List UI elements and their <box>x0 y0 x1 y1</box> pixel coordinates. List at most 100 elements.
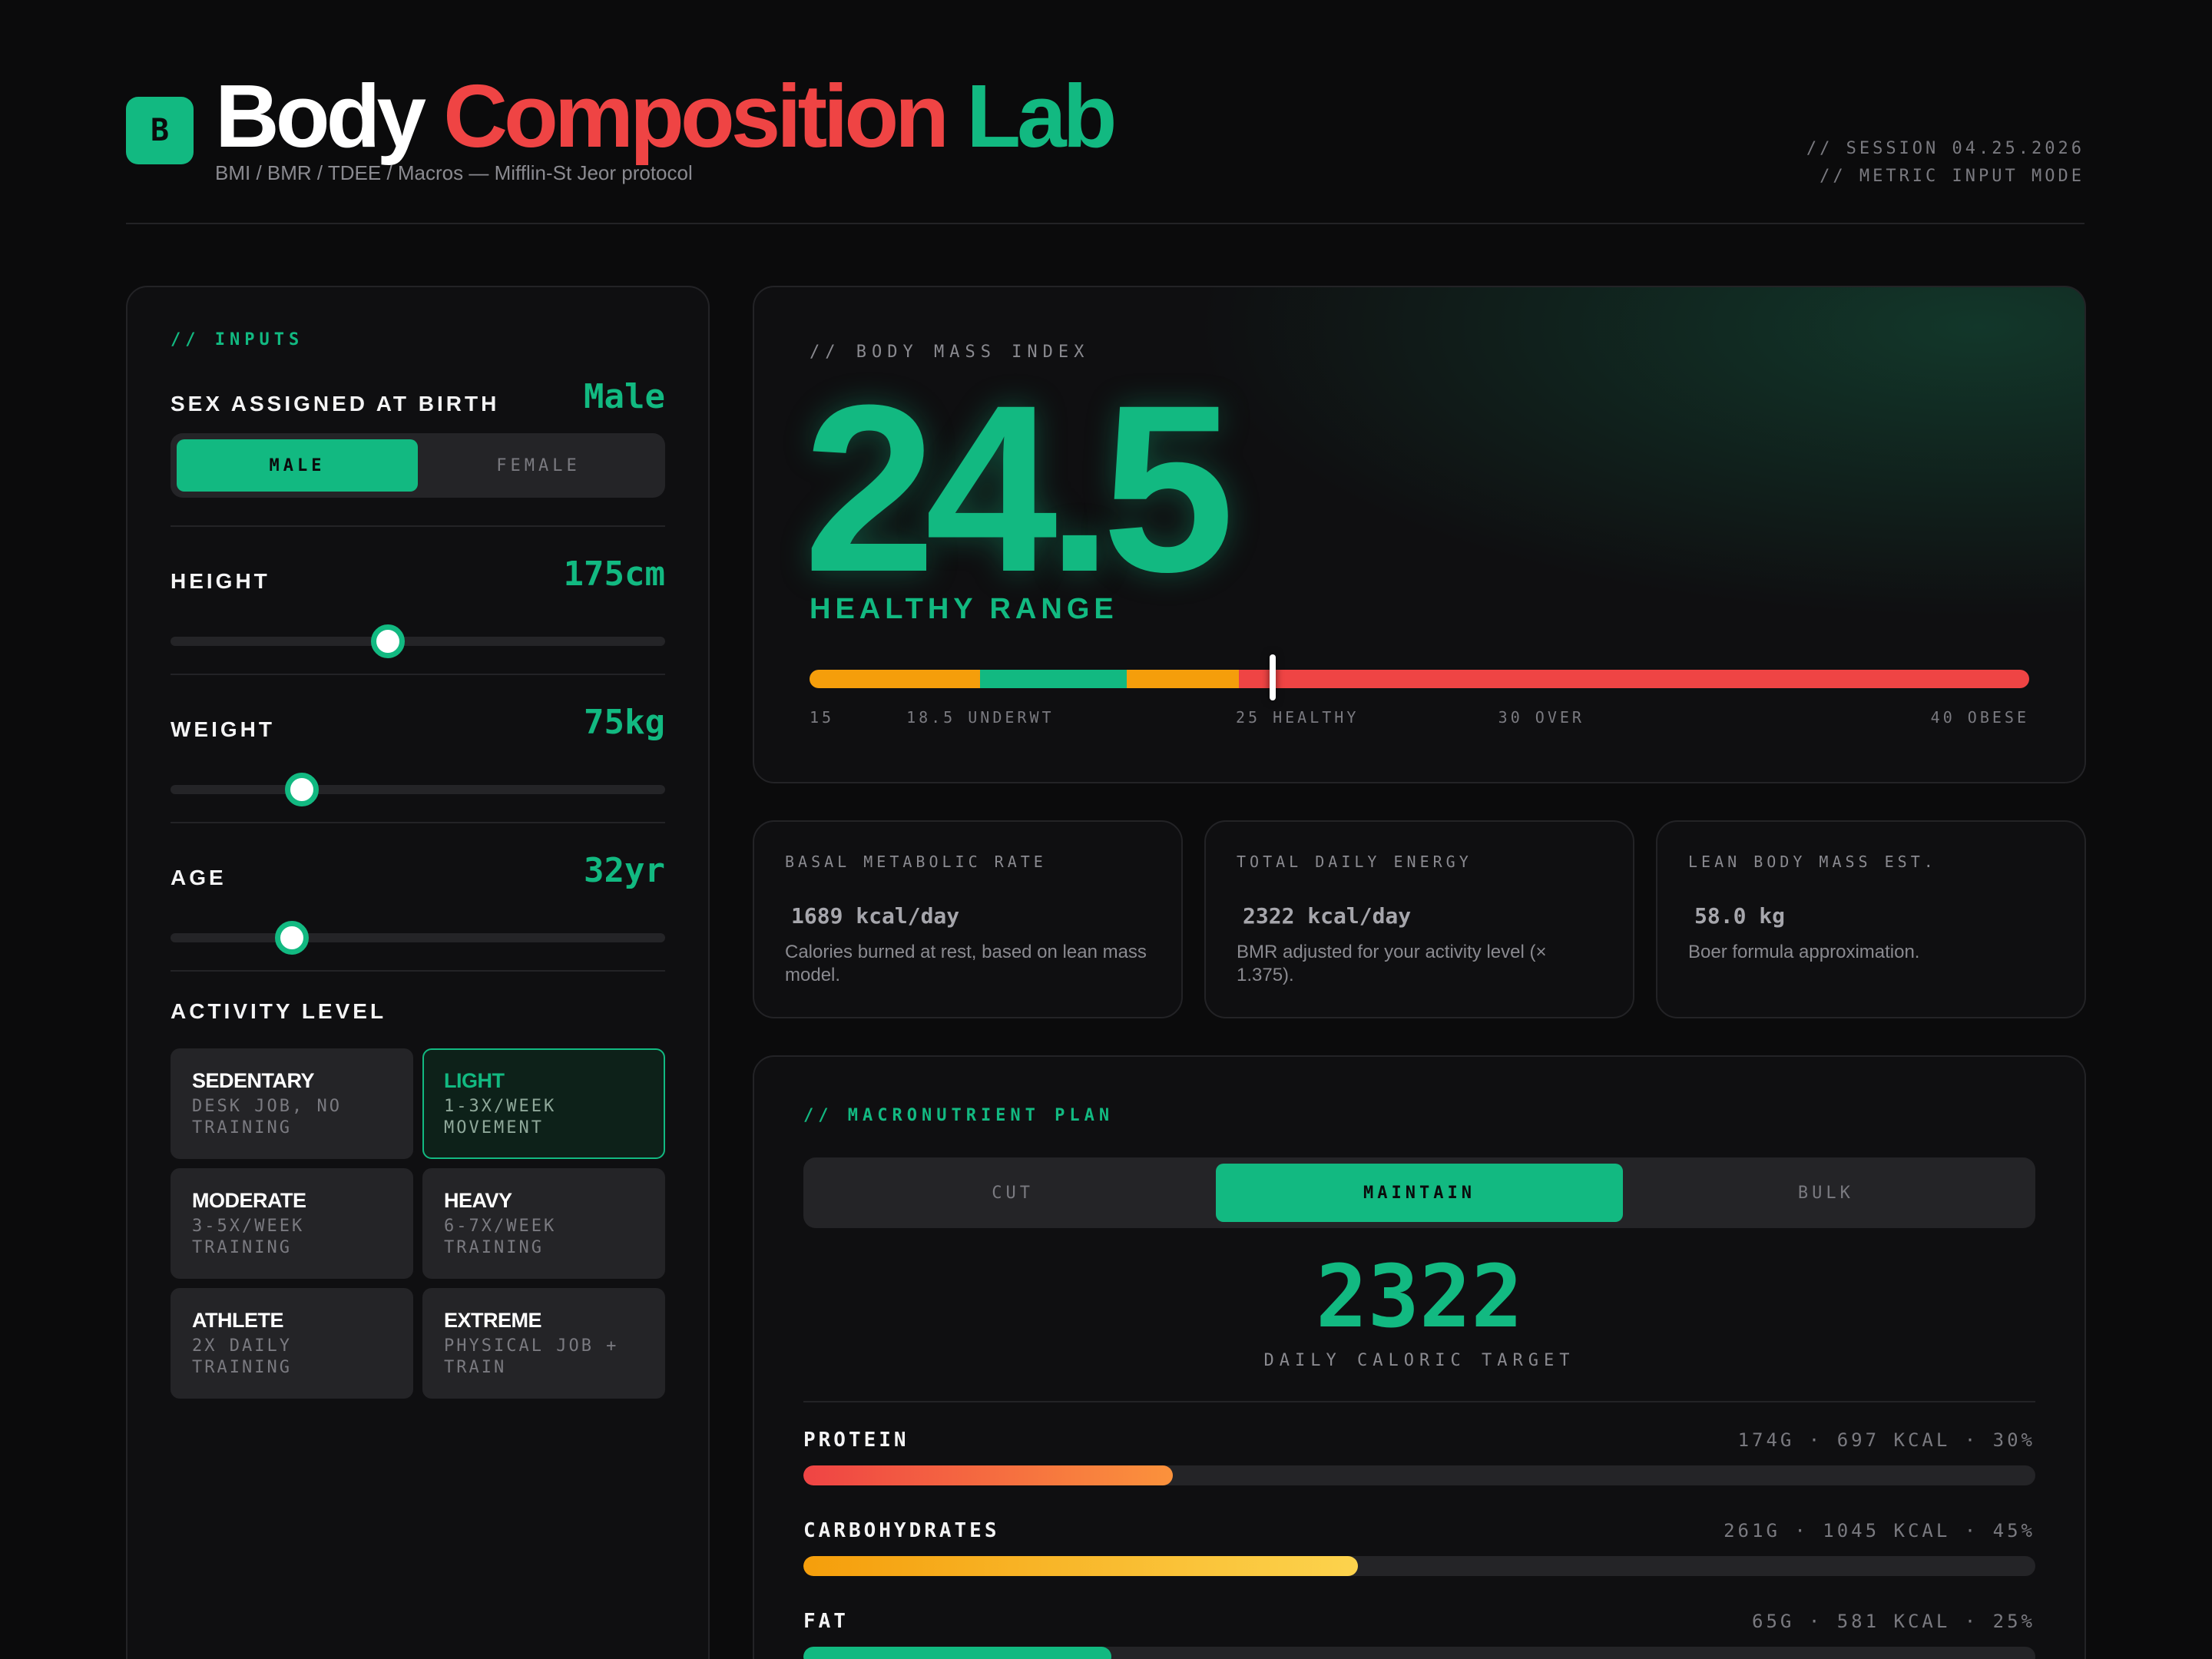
age-slider[interactable] <box>171 921 665 955</box>
mode-bulk-button[interactable]: BULK <box>1797 1183 1854 1203</box>
sex-label: SEX ASSIGNED AT BIRTH <box>171 392 500 416</box>
page-title: Body Composition Lab <box>215 66 1118 166</box>
activity-option-desc: 2X DAILY TRAINING <box>192 1336 292 1377</box>
weight-value: 75kg <box>584 703 665 742</box>
macro-info: 65G · 581 KCAL · 25% <box>1752 1611 2035 1632</box>
macro-panel: // MACRONUTRIENT PLAN CUT MAINTAIN BULK … <box>753 1055 2086 1659</box>
fat-bar-fill <box>803 1647 1111 1659</box>
macro-name: FAT <box>803 1610 849 1633</box>
weight-slider-thumb[interactable] <box>284 773 319 806</box>
activity-option-heavy[interactable]: HEAVY 6-7X/WEEK TRAINING <box>422 1168 665 1279</box>
title-word-body: Body <box>215 66 426 166</box>
tdee-desc: BMR adjusted for your activity level (× … <box>1237 942 1547 985</box>
sex-option-female[interactable]: FEMALE <box>496 455 581 475</box>
inputs-section-label: // INPUTS <box>171 330 304 349</box>
bmr-card: BASAL METABOLIC RATE 1689 kcal/day Calor… <box>753 820 1183 1018</box>
age-slider-thumb[interactable] <box>274 921 309 955</box>
bmr-label: BASAL METABOLIC RATE <box>785 853 1047 871</box>
macro-info: 261G · 1045 KCAL · 45% <box>1724 1520 2035 1541</box>
weight-slider[interactable] <box>171 773 665 806</box>
protein-bar-fill <box>803 1465 1174 1485</box>
mode-cut-button[interactable]: CUT <box>992 1183 1035 1203</box>
bmi-scale-ticks: 15 18.5 UNDERWT 25 HEALTHY 30 OVER 40 OBESE <box>810 708 2029 731</box>
macro-bar-track <box>803 1556 2035 1576</box>
activity-option-desc: 6-7X/WEEK TRAINING <box>444 1216 557 1257</box>
bmi-scale-segment <box>810 670 981 688</box>
activity-option-moderate[interactable]: MODERATE 3-5X/WEEK TRAINING <box>171 1168 413 1279</box>
tdee-label: TOTAL DAILY ENERGY <box>1237 853 1472 871</box>
weight-field: WEIGHT 75kg <box>171 703 665 806</box>
macro-row-fat: FAT 65G · 581 KCAL · 25% <box>803 1610 2035 1659</box>
weight-label: WEIGHT <box>171 717 275 741</box>
height-field: HEIGHT 175cm <box>171 555 665 658</box>
bmr-value: 1689 kcal/day <box>791 903 960 929</box>
mode-maintain-button[interactable]: MAINTAIN <box>1216 1164 1623 1222</box>
activity-option-title: EXTREME <box>444 1308 542 1332</box>
inputs-panel: // INPUTS SEX ASSIGNED AT BIRTH Male MAL… <box>126 286 710 1659</box>
age-label: AGE <box>171 866 227 889</box>
height-slider-thumb[interactable] <box>371 624 406 658</box>
macro-row-carbohydrates: CARBOHYDRATES 261G · 1045 KCAL · 45% <box>803 1519 2035 1576</box>
title-word-lab: Lab <box>966 66 1117 166</box>
bmi-scale-segment <box>980 670 1127 688</box>
bmi-tick-label: 30 OVER <box>1498 708 1584 727</box>
macro-name: PROTEIN <box>803 1429 909 1452</box>
lean-mass-value: 58.0 kg <box>1694 903 1786 929</box>
bmi-marker <box>1270 654 1277 700</box>
page-subtitle: BMI / BMR / TDEE / Macros — Mifflin-St J… <box>215 161 693 184</box>
macro-divider <box>803 1401 2035 1402</box>
sex-option-male[interactable]: MALE <box>177 439 418 492</box>
divider <box>171 525 665 527</box>
activity-option-desc: DESK JOB, NO TRAINING <box>192 1096 342 1137</box>
bmr-desc: Calories burned at rest, based on lean m… <box>785 942 1147 985</box>
sex-field: SEX ASSIGNED AT BIRTH Male MALE FEMALE <box>171 377 665 498</box>
carbohydrates-bar-fill <box>803 1556 1358 1576</box>
bmi-tick-label: 25 HEALTHY <box>1235 708 1359 727</box>
activity-options: SEDENTARY DESK JOB, NO TRAINING LIGHT 1-… <box>171 1048 665 1399</box>
macro-bar-track <box>803 1465 2035 1485</box>
tdee-value: 2322 kcal/day <box>1243 903 1412 929</box>
session-info: // SESSION 04.25.2026 // METRIC INPUT MO… <box>1806 135 2085 190</box>
activity-option-title: LIGHT <box>444 1068 505 1092</box>
activity-field: ACTIVITY LEVEL SEDENTARY DESK JOB, NO TR… <box>171 999 665 1399</box>
activity-option-title: SEDENTARY <box>192 1068 315 1092</box>
activity-option-sedentary[interactable]: SEDENTARY DESK JOB, NO TRAINING <box>171 1048 413 1159</box>
age-field: AGE 32yr <box>171 851 665 955</box>
activity-option-desc: 1-3X/WEEK MOVEMENT <box>444 1096 557 1137</box>
macro-row-protein: PROTEIN 174G · 697 KCAL · 30% <box>803 1429 2035 1485</box>
lean-mass-desc: Boer formula approximation. <box>1688 942 1920 962</box>
activity-option-athlete[interactable]: ATHLETE 2X DAILY TRAINING <box>171 1288 413 1399</box>
session-date: // SESSION 04.25.2026 <box>1806 139 2085 158</box>
sex-toggle: MALE FEMALE <box>171 433 665 498</box>
macro-bar-track <box>803 1647 2035 1659</box>
lean-mass-label: LEAN BODY MASS EST. <box>1688 853 1937 871</box>
activity-option-light[interactable]: LIGHT 1-3X/WEEK MOVEMENT <box>422 1048 665 1159</box>
bmi-tick-label: 15 <box>810 708 835 727</box>
divider <box>171 822 665 823</box>
activity-option-title: ATHLETE <box>192 1308 284 1332</box>
caloric-target-label: DAILY CALORIC TARGET <box>1263 1351 1575 1370</box>
height-slider[interactable] <box>171 624 665 658</box>
activity-option-title: HEAVY <box>444 1188 512 1212</box>
macro-section-label: // MACRONUTRIENT PLAN <box>803 1106 1114 1125</box>
activity-option-extreme[interactable]: EXTREME PHYSICAL JOB + TRAIN <box>422 1288 665 1399</box>
bmi-panel: // BODY MASS INDEX 24.5 HEALTHY RANGE 15… <box>753 286 2086 783</box>
height-label: HEIGHT <box>171 569 270 593</box>
activity-option-desc: 3-5X/WEEK TRAINING <box>192 1216 305 1257</box>
lean-mass-card: LEAN BODY MASS EST. 58.0 kg Boer formula… <box>1656 820 2086 1018</box>
activity-label: ACTIVITY LEVEL <box>171 999 387 1023</box>
tdee-card: TOTAL DAILY ENERGY 2322 kcal/day BMR adj… <box>1204 820 1634 1018</box>
caloric-target-value: 2322 <box>1316 1247 1523 1347</box>
sex-value: Male <box>584 377 665 416</box>
title-word-composition: Composition <box>443 66 949 166</box>
app-logo: B <box>126 97 194 164</box>
bmi-tick-label: 18.5 UNDERWT <box>906 708 1055 727</box>
activity-option-title: MODERATE <box>192 1188 306 1212</box>
macro-name: CARBOHYDRATES <box>803 1519 1000 1542</box>
bmi-scale-bar <box>810 654 2029 700</box>
bmi-scale-segment <box>1238 670 2029 688</box>
divider <box>171 970 665 972</box>
bmi-tick-label: 40 OBESE <box>1930 708 2029 727</box>
bmi-section-label: // BODY MASS INDEX <box>810 343 1090 362</box>
bmi-range-label: HEALTHY RANGE <box>810 593 1118 625</box>
